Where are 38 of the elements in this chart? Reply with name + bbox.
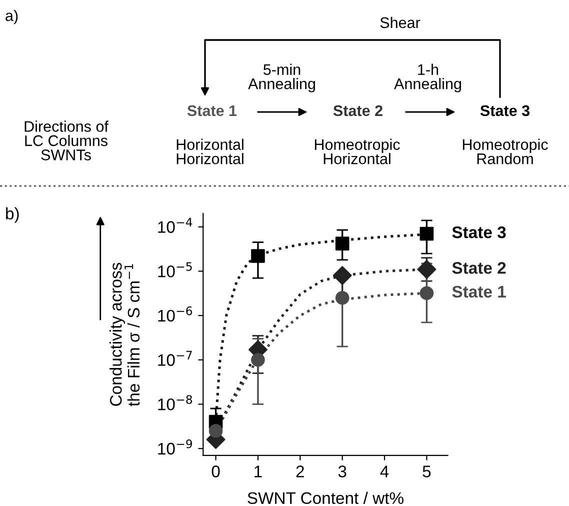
series-label: State 3 — [452, 226, 506, 238]
x-tick-label: 1 — [254, 466, 262, 478]
text: Directions of LC Columns SWNTs — [24, 120, 108, 160]
x-axis-title: SWNT Content / wt% — [248, 492, 404, 504]
text: State 2 — [333, 105, 382, 116]
text: Homeotropic Horizontal — [314, 138, 400, 164]
x-tick-label: 4 — [380, 466, 389, 478]
x-tick-label: 0 — [212, 466, 220, 478]
y-tick-label: 10$^{−8}$ — [158, 395, 192, 410]
y-axis-title: Conductivity across the Film σ / S cm$^{−1}$ — [110, 262, 140, 406]
text: Homeotropic Random — [462, 138, 548, 164]
y-tick-label: 10$^{−4}$ — [158, 218, 192, 233]
point — [417, 260, 436, 279]
x-tick-label: 3 — [338, 466, 346, 478]
text: a) — [6, 10, 18, 24]
text: b) — [6, 207, 19, 223]
text: Horizontal Horizontal — [176, 138, 244, 164]
point — [335, 290, 350, 305]
y-tick-label: 10$^{−7}$ — [158, 350, 192, 366]
point — [251, 352, 265, 367]
point — [420, 226, 434, 241]
x-tick-label: 2 — [296, 466, 304, 478]
point — [332, 266, 352, 285]
point — [208, 424, 223, 438]
series-label: State 2 — [452, 262, 506, 274]
text: 1-h Annealing — [394, 64, 461, 92]
y-tick-label: 10$^{−5}$ — [158, 262, 192, 278]
text: 5-min Annealing — [248, 64, 315, 92]
point — [251, 249, 265, 263]
text: Shear — [380, 16, 420, 28]
series-label: State 1 — [452, 286, 506, 298]
point — [335, 236, 350, 250]
x-tick-label: 5 — [422, 466, 431, 478]
y-tick-label: 10$^{−9}$ — [158, 439, 192, 455]
y-tick-label: 10$^{−6}$ — [158, 306, 192, 322]
text: State 3 — [480, 105, 530, 116]
text: State 1 — [187, 105, 237, 116]
point — [420, 286, 434, 300]
